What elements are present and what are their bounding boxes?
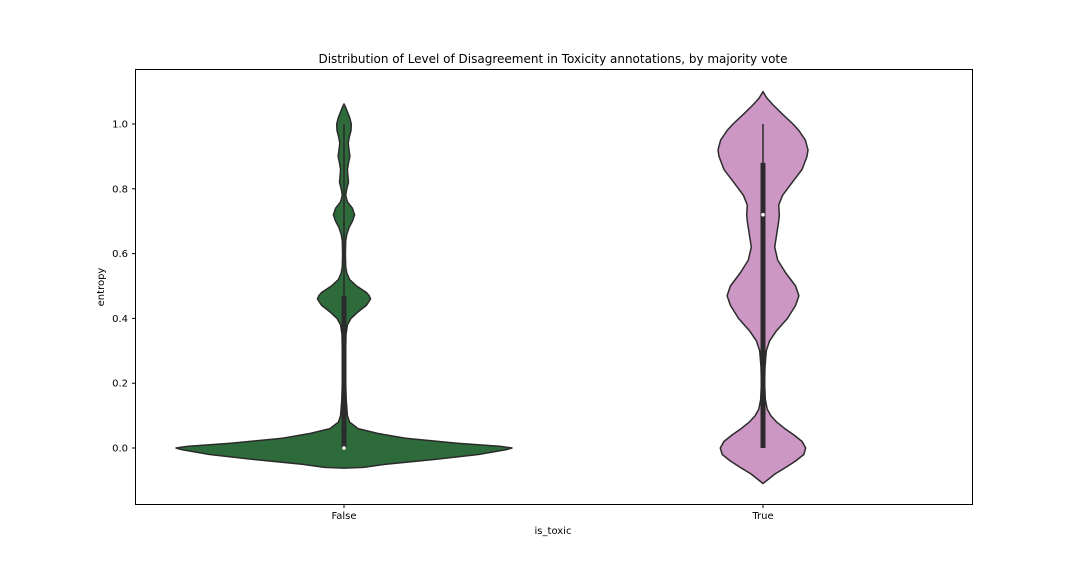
x-tick-label: True <box>751 511 773 522</box>
y-tick-label: 1.0 <box>112 120 128 131</box>
chart-title: Distribution of Level of Disagreement in… <box>318 52 787 66</box>
y-tick-label: 0.4 <box>112 314 128 325</box>
x-axis-label: is_toxic <box>535 526 572 537</box>
y-tick-label: 0.6 <box>112 249 128 260</box>
x-axis: False True <box>331 504 774 522</box>
y-tick-label: 0.2 <box>112 379 128 390</box>
y-axis-label: entropy <box>96 268 107 307</box>
violin-iqr-box <box>760 162 766 448</box>
y-tick-label: 0.8 <box>112 184 128 195</box>
violin-median-point <box>761 212 765 217</box>
plot-frame <box>135 69 973 505</box>
y-axis: 0.0 0.2 0.4 0.6 0.8 1.0 <box>112 120 136 455</box>
violin-median-point <box>342 446 346 450</box>
violin-iqr-box <box>341 295 347 448</box>
violins <box>175 90 809 485</box>
x-tick-label: False <box>331 511 356 522</box>
y-tick-label: 0.0 <box>112 444 128 455</box>
